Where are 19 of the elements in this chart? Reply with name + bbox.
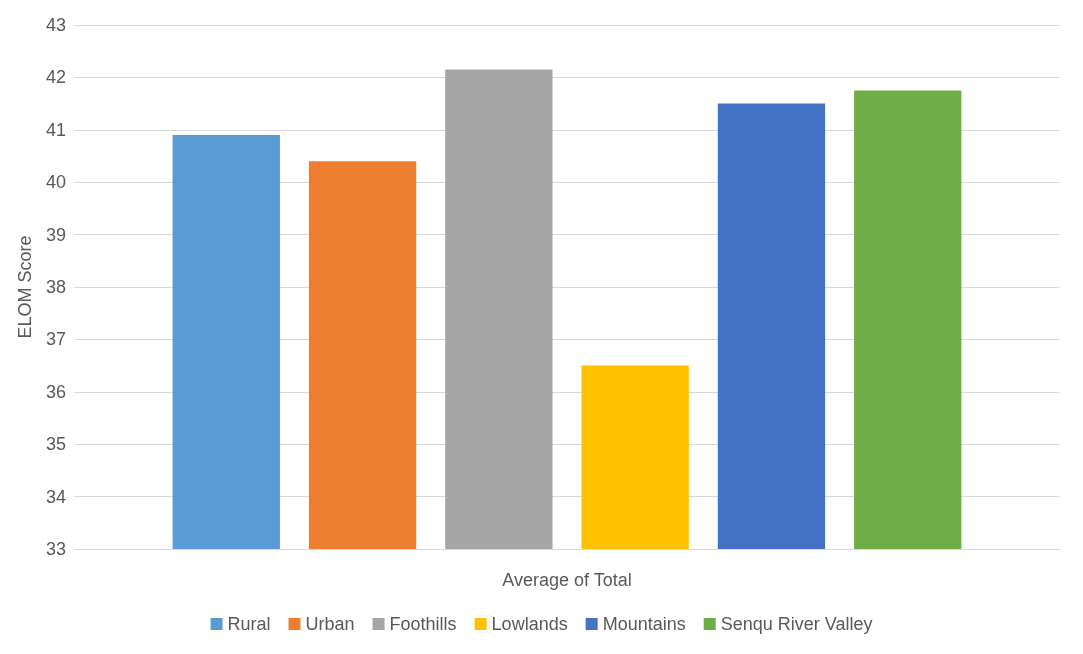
y-tick-label: 37 <box>45 329 66 350</box>
x-tick-label: Average of Total <box>502 570 632 590</box>
y-tick-label: 39 <box>45 224 66 245</box>
y-tick-label: 42 <box>45 67 66 88</box>
y-tick-label: 43 <box>45 15 66 35</box>
legend-label: Foothills <box>389 614 457 634</box>
legend-label: Urban <box>305 614 355 634</box>
y-tick-label: 38 <box>45 277 66 297</box>
legend-label: Mountains <box>602 614 686 634</box>
y-tick-label: 33 <box>45 539 66 559</box>
legend-label: Rural <box>227 614 271 634</box>
y-tick-label: 36 <box>45 381 66 402</box>
y-tick-label: 34 <box>45 486 66 507</box>
y-tick-label: 35 <box>45 434 66 455</box>
legend-label: Senqu River Valley <box>720 614 873 634</box>
y-axis-title: ELOM Score <box>15 235 35 339</box>
y-tick-label: 40 <box>45 172 66 193</box>
y-tick-label: 41 <box>45 119 66 140</box>
legend-label: Lowlands <box>491 614 568 634</box>
